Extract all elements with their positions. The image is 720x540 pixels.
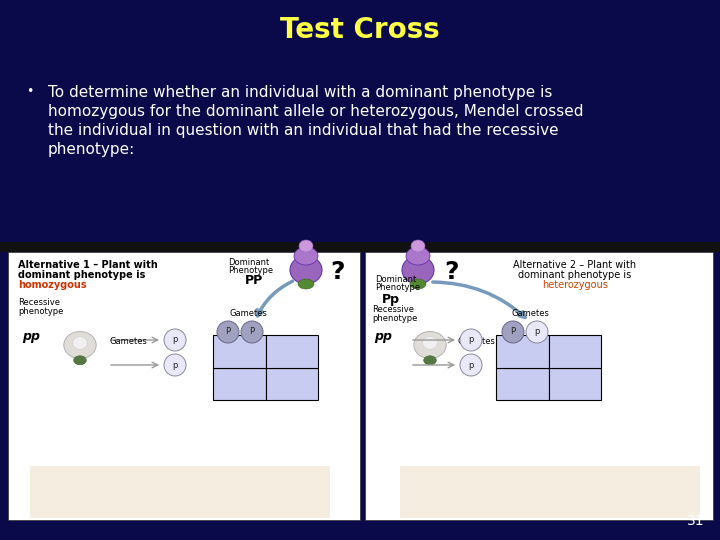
- Bar: [266, 368, 318, 400]
- Text: Gametes: Gametes: [511, 309, 549, 318]
- Ellipse shape: [411, 240, 425, 252]
- Text: Recessive: Recessive: [18, 298, 60, 307]
- Text: P: P: [510, 327, 516, 336]
- Ellipse shape: [73, 356, 86, 365]
- Bar: [400, 466, 700, 518]
- Text: P: P: [249, 327, 255, 336]
- Ellipse shape: [299, 240, 313, 252]
- Bar: [496, 335, 549, 368]
- Text: Dominant: Dominant: [228, 258, 269, 267]
- Circle shape: [460, 329, 482, 351]
- Text: the individual in question with an individual that had the recessive: the individual in question with an indiv…: [48, 123, 559, 138]
- Ellipse shape: [290, 256, 322, 284]
- Text: 31: 31: [688, 514, 705, 528]
- Text: ?: ?: [330, 260, 346, 284]
- Text: Gametes: Gametes: [458, 338, 496, 347]
- Ellipse shape: [64, 332, 96, 359]
- Text: •: •: [27, 85, 34, 98]
- Text: PP: PP: [245, 274, 264, 287]
- Circle shape: [164, 354, 186, 376]
- Text: dominant phenotype is: dominant phenotype is: [18, 270, 145, 280]
- Ellipse shape: [73, 337, 87, 349]
- Text: heterozygous: heterozygous: [542, 280, 608, 290]
- Text: pp: pp: [22, 330, 40, 343]
- Text: p: p: [468, 361, 474, 369]
- Text: phenotype: phenotype: [372, 314, 418, 323]
- Circle shape: [164, 329, 186, 351]
- Text: Pp: Pp: [382, 293, 400, 306]
- Text: p: p: [534, 327, 540, 336]
- Text: Dominant: Dominant: [375, 275, 416, 284]
- Ellipse shape: [423, 337, 437, 349]
- Text: dominant phenotype is: dominant phenotype is: [518, 270, 631, 280]
- Ellipse shape: [410, 279, 426, 289]
- Circle shape: [460, 354, 482, 376]
- Text: Alternative 1 – Plant with: Alternative 1 – Plant with: [18, 260, 158, 270]
- Text: ?: ?: [445, 260, 459, 284]
- Bar: [549, 335, 601, 368]
- Circle shape: [217, 321, 239, 343]
- Text: Alternative 2 – Plant with: Alternative 2 – Plant with: [513, 260, 636, 270]
- Bar: [0, 242, 720, 252]
- Text: Gametes: Gametes: [229, 309, 267, 318]
- Ellipse shape: [402, 256, 434, 284]
- Bar: [266, 335, 318, 368]
- Bar: [8, 252, 360, 520]
- Text: phenotype: phenotype: [18, 307, 63, 316]
- Text: Phenotype: Phenotype: [228, 266, 273, 275]
- Text: Phenotype: Phenotype: [375, 283, 420, 292]
- Text: Gametes: Gametes: [110, 338, 148, 347]
- Text: Test Cross: Test Cross: [280, 16, 440, 44]
- Text: homozygous for the dominant allele or heterozygous, Mendel crossed: homozygous for the dominant allele or he…: [48, 104, 583, 119]
- Circle shape: [526, 321, 548, 343]
- Text: pp: pp: [374, 330, 392, 343]
- Ellipse shape: [414, 332, 446, 359]
- Bar: [365, 252, 713, 520]
- Bar: [213, 368, 266, 400]
- Text: homozygous: homozygous: [18, 280, 86, 290]
- Text: p: p: [172, 335, 178, 345]
- Ellipse shape: [423, 356, 436, 365]
- Bar: [496, 368, 549, 400]
- Bar: [30, 466, 330, 518]
- Text: To determine whether an individual with a dominant phenotype is: To determine whether an individual with …: [48, 85, 552, 100]
- Text: p: p: [172, 361, 178, 369]
- Text: Recessive: Recessive: [372, 305, 414, 314]
- Text: phenotype:: phenotype:: [48, 142, 135, 157]
- Bar: [213, 335, 266, 368]
- Text: P: P: [225, 327, 230, 336]
- Ellipse shape: [298, 279, 314, 289]
- Circle shape: [241, 321, 263, 343]
- Circle shape: [502, 321, 524, 343]
- Ellipse shape: [294, 247, 318, 265]
- Text: p: p: [468, 335, 474, 345]
- Bar: [549, 368, 601, 400]
- Ellipse shape: [406, 247, 430, 265]
